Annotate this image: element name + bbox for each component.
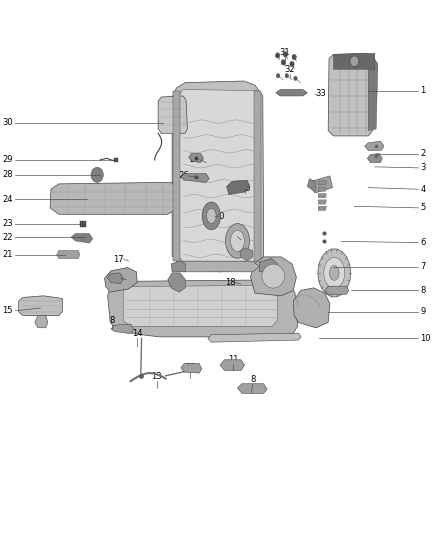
Polygon shape — [325, 286, 349, 294]
Polygon shape — [237, 384, 267, 393]
Text: 32: 32 — [285, 64, 295, 74]
Polygon shape — [328, 53, 375, 136]
Polygon shape — [254, 91, 261, 261]
Text: 6: 6 — [420, 238, 426, 247]
Polygon shape — [111, 324, 134, 334]
Text: 27: 27 — [190, 156, 201, 164]
Circle shape — [276, 74, 280, 78]
Polygon shape — [318, 200, 326, 204]
Polygon shape — [181, 174, 209, 182]
Polygon shape — [171, 261, 185, 272]
Text: 22: 22 — [3, 233, 13, 241]
Text: 15: 15 — [3, 306, 13, 315]
Polygon shape — [179, 90, 258, 261]
Polygon shape — [172, 81, 264, 272]
Circle shape — [292, 54, 297, 60]
Text: 5: 5 — [420, 204, 426, 212]
Text: 1: 1 — [420, 86, 426, 95]
Text: 18: 18 — [225, 278, 235, 287]
Ellipse shape — [324, 257, 345, 288]
Text: 8: 8 — [110, 316, 115, 325]
Polygon shape — [318, 193, 326, 198]
Polygon shape — [365, 141, 384, 150]
Polygon shape — [318, 187, 326, 191]
Text: 17: 17 — [113, 255, 124, 263]
Polygon shape — [35, 316, 48, 328]
Circle shape — [91, 167, 103, 182]
Polygon shape — [168, 273, 185, 292]
Polygon shape — [259, 259, 278, 272]
Text: 20: 20 — [215, 212, 225, 221]
Polygon shape — [208, 333, 301, 342]
Text: 9: 9 — [420, 308, 426, 316]
Circle shape — [290, 61, 294, 67]
Polygon shape — [124, 285, 278, 326]
Polygon shape — [57, 251, 80, 259]
Polygon shape — [158, 96, 187, 133]
Text: 2: 2 — [420, 149, 426, 158]
Polygon shape — [181, 364, 202, 373]
Text: 31: 31 — [279, 48, 290, 57]
Polygon shape — [50, 182, 177, 214]
Text: 23: 23 — [3, 220, 13, 228]
Polygon shape — [333, 53, 375, 69]
Polygon shape — [251, 257, 297, 296]
Text: 16: 16 — [110, 274, 121, 282]
Text: 24: 24 — [3, 195, 13, 204]
Polygon shape — [189, 154, 204, 163]
Polygon shape — [108, 280, 298, 337]
Polygon shape — [173, 91, 180, 261]
Polygon shape — [177, 261, 259, 272]
Text: 13: 13 — [152, 372, 162, 381]
Circle shape — [294, 76, 297, 80]
Polygon shape — [71, 233, 93, 243]
Text: 8: 8 — [420, 286, 426, 295]
Ellipse shape — [207, 208, 216, 223]
Polygon shape — [19, 296, 62, 316]
Circle shape — [276, 53, 280, 58]
Polygon shape — [240, 248, 253, 261]
Text: 8: 8 — [250, 375, 255, 384]
Text: 3: 3 — [420, 164, 426, 172]
Polygon shape — [368, 56, 378, 131]
Ellipse shape — [230, 230, 244, 252]
Polygon shape — [318, 181, 326, 185]
Polygon shape — [293, 288, 330, 328]
Polygon shape — [108, 273, 124, 284]
Text: 21: 21 — [3, 251, 13, 259]
Circle shape — [281, 60, 286, 65]
Polygon shape — [318, 206, 326, 211]
Polygon shape — [105, 268, 137, 292]
Text: 7: 7 — [420, 262, 426, 271]
Text: 25: 25 — [240, 184, 251, 193]
Circle shape — [350, 56, 359, 67]
Text: 11: 11 — [228, 355, 238, 364]
Text: 30: 30 — [3, 118, 13, 127]
Text: 28: 28 — [3, 171, 13, 179]
Ellipse shape — [318, 249, 350, 297]
Polygon shape — [276, 90, 307, 96]
Ellipse shape — [329, 265, 339, 280]
Ellipse shape — [262, 264, 285, 288]
Circle shape — [283, 52, 288, 57]
Text: 10: 10 — [420, 334, 431, 343]
Circle shape — [285, 74, 289, 78]
Text: 12: 12 — [185, 363, 196, 372]
Text: 33: 33 — [315, 90, 326, 98]
Ellipse shape — [202, 202, 220, 230]
Ellipse shape — [226, 224, 250, 258]
Polygon shape — [309, 176, 332, 193]
Text: 29: 29 — [3, 156, 13, 164]
Text: 14: 14 — [132, 329, 142, 338]
Polygon shape — [226, 180, 250, 195]
Text: 26: 26 — [178, 172, 189, 180]
Text: 4: 4 — [420, 185, 426, 193]
Polygon shape — [307, 179, 316, 192]
Polygon shape — [367, 154, 382, 163]
Text: 19: 19 — [227, 232, 237, 241]
Polygon shape — [220, 360, 244, 370]
